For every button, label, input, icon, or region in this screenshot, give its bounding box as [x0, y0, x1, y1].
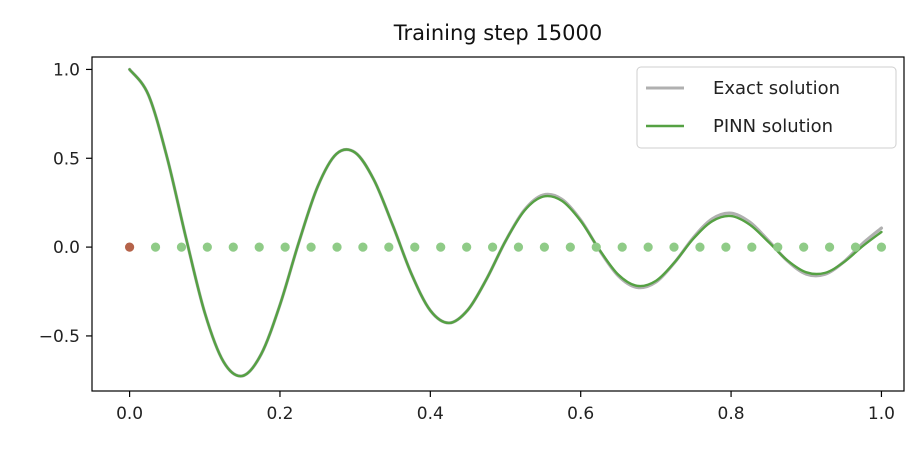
physics-point	[565, 242, 575, 252]
legend-label-exact-solution: Exact solution	[713, 78, 840, 99]
physics-point	[176, 242, 187, 252]
physics-point	[876, 242, 887, 252]
x-tick-label: 0.8	[718, 404, 745, 424]
physics-point	[824, 242, 835, 252]
x-tick-label: 0.4	[417, 404, 444, 424]
legend-box	[636, 66, 897, 149]
boundary-point	[124, 242, 135, 252]
y-tick-label: 0.5	[53, 149, 80, 169]
chart-title: Training step 15000	[393, 21, 602, 45]
physics-point	[695, 242, 705, 252]
legend-label-pinn-solution: PINN solution	[713, 116, 833, 137]
physics-point	[410, 242, 420, 252]
physics-point	[643, 242, 653, 252]
physics-point	[487, 242, 498, 252]
physics-point	[669, 242, 679, 252]
y-tick-label: 0.0	[53, 238, 80, 258]
physics-point	[721, 242, 731, 252]
physics-point	[747, 242, 757, 252]
x-tick-label: 0.6	[567, 404, 594, 424]
axes: 0.0 0.2 0.4 0.6 0.8 1.0 −0.5 0.0 0.5 1.0	[39, 56, 905, 424]
physics-point	[306, 242, 316, 252]
x-tick-label: 0.0	[116, 404, 143, 424]
physics-point	[384, 242, 394, 252]
series-line-pinn-solution	[128, 68, 883, 378]
physics-point	[591, 242, 601, 252]
plot-area	[124, 67, 887, 378]
physics-point	[436, 242, 446, 252]
physics-point	[254, 242, 264, 252]
y-tick-label: −0.5	[39, 327, 80, 347]
plot-content	[124, 67, 887, 378]
physics-point	[513, 242, 524, 252]
physics-point	[539, 242, 549, 252]
legend: Exact solution PINN solution	[636, 66, 897, 149]
physics-point	[773, 242, 783, 252]
plot-frame	[91, 56, 905, 392]
physics-point	[358, 242, 368, 252]
x-tick-label: 1.0	[868, 404, 895, 424]
physics-point	[850, 242, 861, 252]
physics-point	[799, 242, 809, 252]
physics-point	[228, 242, 238, 252]
physics-point	[150, 242, 161, 252]
y-tick-label: 1.0	[53, 60, 80, 80]
physics-point	[332, 242, 342, 252]
physics-point	[280, 242, 290, 252]
physics-point	[202, 242, 212, 252]
physics-point	[462, 242, 472, 252]
x-tick-label: 0.2	[266, 404, 293, 424]
physics-point	[617, 242, 627, 252]
